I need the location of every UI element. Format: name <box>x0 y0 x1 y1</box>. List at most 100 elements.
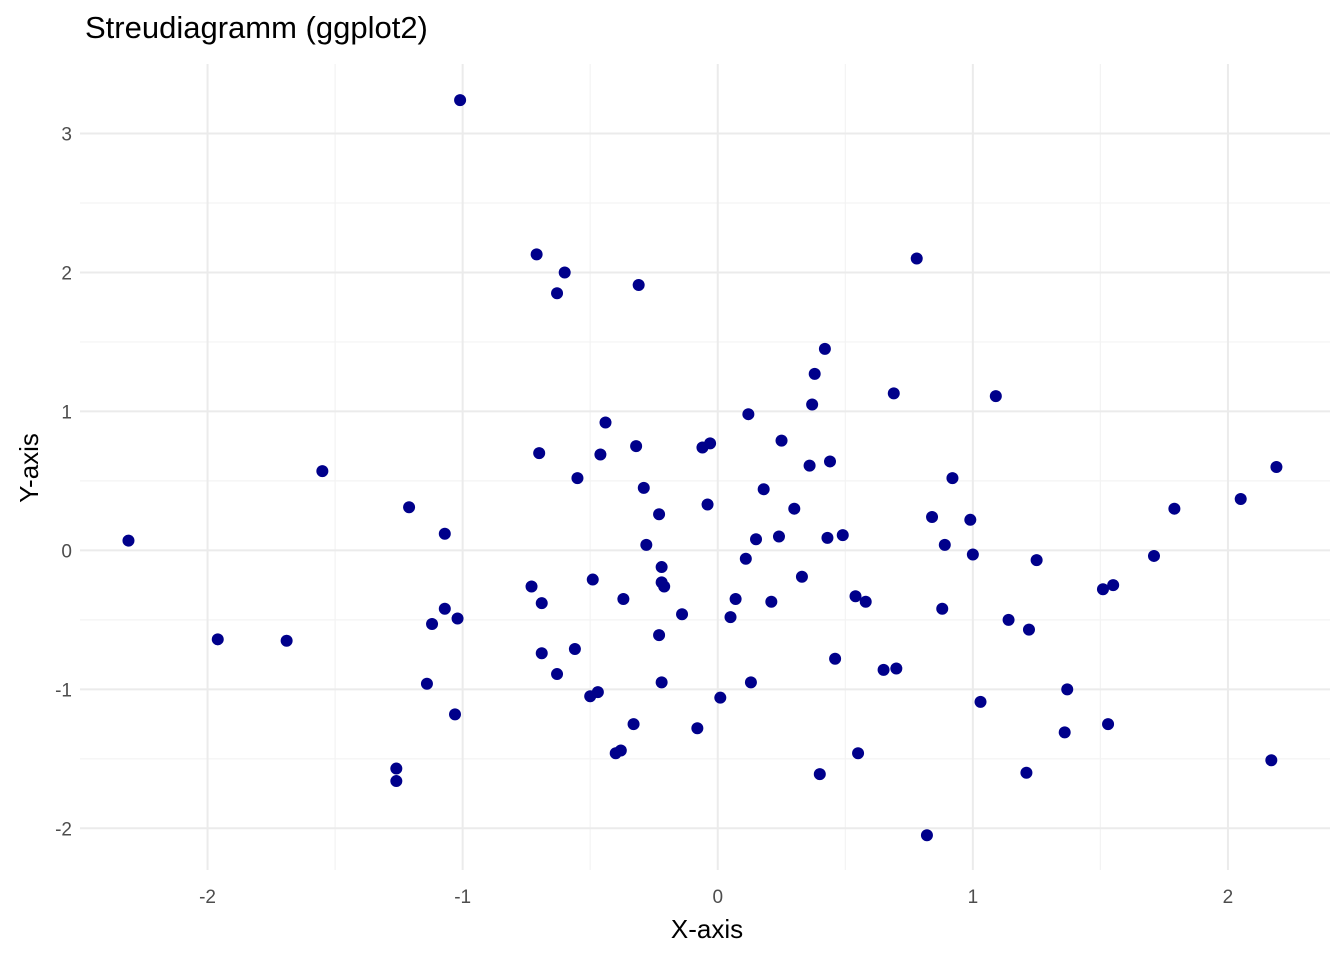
data-point <box>571 472 584 485</box>
data-point <box>691 722 704 735</box>
data-point <box>772 530 785 543</box>
data-point <box>936 602 949 615</box>
data-point <box>1022 623 1035 636</box>
x-tick-label: -2 <box>199 887 216 908</box>
data-point <box>535 597 548 610</box>
y-axis-title: Y-axis <box>14 433 44 503</box>
data-point <box>1270 461 1283 473</box>
data-point <box>637 481 650 494</box>
data-point <box>1265 754 1278 767</box>
data-point <box>655 676 668 689</box>
data-point <box>824 455 836 468</box>
y-tick-label: 2 <box>61 263 72 284</box>
data-point <box>818 342 831 355</box>
y-tick-label: -2 <box>55 819 72 840</box>
data-point <box>966 548 979 561</box>
data-point <box>964 513 977 526</box>
data-point <box>1002 613 1015 626</box>
data-point <box>910 252 923 265</box>
data-point <box>849 590 862 603</box>
data-points <box>122 94 1283 842</box>
data-point <box>974 695 987 708</box>
data-point <box>438 527 451 540</box>
data-point <box>316 465 329 478</box>
data-point <box>420 677 433 690</box>
data-point <box>653 508 666 521</box>
data-point <box>1102 718 1115 731</box>
y-tick-label: 0 <box>61 541 72 562</box>
data-point <box>1030 554 1043 567</box>
data-point <box>390 775 403 788</box>
data-point <box>989 390 1002 403</box>
data-point <box>211 633 224 646</box>
data-point <box>920 829 933 842</box>
data-point <box>533 447 546 460</box>
data-point <box>122 534 135 547</box>
data-point <box>938 538 951 551</box>
data-point <box>724 611 737 624</box>
x-tick-label: 2 <box>1223 887 1234 908</box>
data-point <box>701 498 714 511</box>
data-point <box>454 94 467 107</box>
data-point <box>630 440 643 453</box>
data-point <box>584 690 597 703</box>
data-point <box>568 643 581 656</box>
data-point <box>525 580 538 593</box>
x-tick-label: 0 <box>712 887 723 908</box>
data-point <box>280 634 293 647</box>
data-point <box>926 511 939 524</box>
data-point <box>627 718 640 731</box>
data-point <box>535 647 548 660</box>
data-point <box>551 287 564 300</box>
data-point <box>744 676 757 689</box>
data-point <box>696 441 709 454</box>
data-point <box>451 612 464 625</box>
data-point <box>1107 579 1120 592</box>
data-point <box>586 573 599 586</box>
chart-title: Streudiagramm (ggplot2) <box>85 10 428 45</box>
data-point <box>739 552 752 565</box>
data-point <box>1058 726 1071 739</box>
x-axis-ticks: -2 -1 0 1 2 <box>199 887 1233 908</box>
data-point <box>1061 683 1074 696</box>
data-point <box>676 608 689 621</box>
data-point <box>599 416 612 429</box>
data-point <box>390 762 403 775</box>
data-point <box>438 602 451 615</box>
data-point <box>877 663 890 676</box>
data-point <box>403 501 416 514</box>
data-point <box>821 531 834 544</box>
data-point <box>655 561 668 574</box>
data-point <box>742 408 755 421</box>
data-point <box>775 434 788 447</box>
data-point <box>1168 502 1181 515</box>
data-point <box>750 533 763 546</box>
data-point <box>946 472 959 485</box>
y-axis-ticks: -2 -1 0 1 2 3 <box>55 124 72 840</box>
data-point <box>594 448 607 461</box>
data-point <box>836 529 849 542</box>
data-point <box>653 629 666 642</box>
data-point <box>658 580 671 593</box>
x-axis-title: X-axis <box>671 914 743 944</box>
data-point <box>757 483 770 496</box>
major-gridlines <box>80 64 1330 870</box>
data-point <box>890 662 903 675</box>
data-point <box>859 595 872 608</box>
data-point <box>609 747 622 760</box>
data-point <box>558 266 571 279</box>
data-point <box>632 278 645 291</box>
data-point <box>795 570 808 583</box>
data-point <box>640 538 653 551</box>
data-point <box>1020 766 1033 779</box>
y-tick-label: 3 <box>61 124 72 145</box>
data-point <box>714 691 727 704</box>
data-point <box>803 459 816 472</box>
data-point <box>449 708 461 721</box>
data-point <box>788 502 801 515</box>
data-point <box>1147 549 1160 562</box>
data-point <box>426 618 439 631</box>
x-tick-label: 1 <box>968 887 979 908</box>
data-point <box>829 652 842 665</box>
